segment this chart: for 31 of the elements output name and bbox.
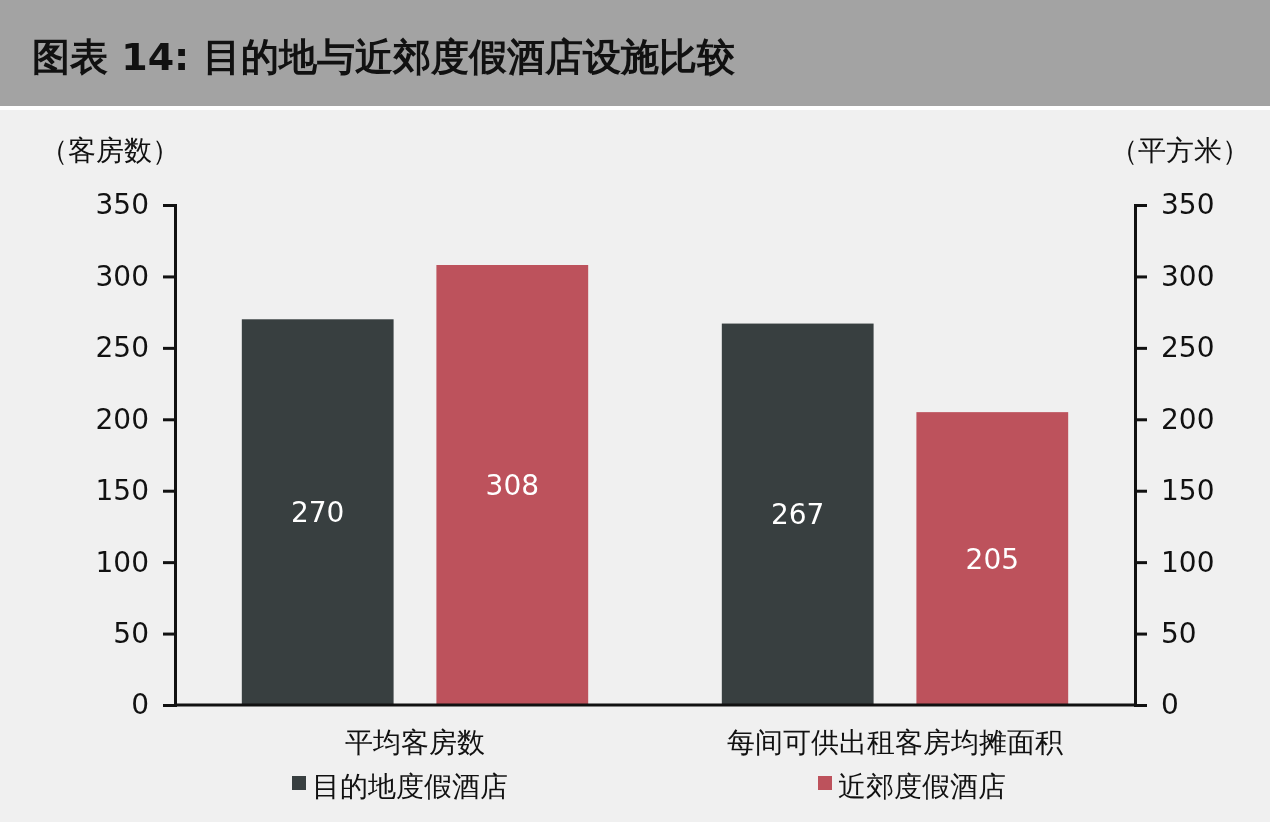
bar [916,412,1069,705]
chart-title: 图表 14: 目的地与近郊度假酒店设施比较 [32,35,736,79]
bar [436,265,589,705]
legend-label: 目的地度假酒店 [312,770,508,803]
data-label: 270 [290,496,345,530]
legend-label: 近郊度假酒店 [838,770,1006,803]
y-tick-label: 150 [95,474,149,508]
x-tick-label: 每间可供出租客房均摊面积 [727,726,1063,759]
y-tick-label: 250 [95,331,149,365]
y2-tick-label: 50 [1161,617,1197,651]
y2-tick-label: 200 [1161,402,1215,436]
data-label: 267 [770,498,825,532]
y2-axis-title: （平方米） [1110,134,1250,167]
y-tick-label: 0 [131,688,149,722]
y2-tick-label: 150 [1161,474,1215,508]
y-tick-label: 50 [113,617,149,651]
y2-tick-label: 300 [1161,259,1215,293]
y-tick-label: 300 [95,259,149,293]
bar [241,319,394,705]
bar [721,323,874,705]
y-axis-title: （客房数） [40,134,180,167]
data-label: 308 [485,469,540,502]
y2-tick-label: 100 [1161,545,1215,579]
y2-tick-label: 0 [1161,688,1179,722]
x-tick-label: 平均客房数 [345,726,485,759]
y-tick-label: 350 [95,188,149,222]
y2-tick-label: 350 [1161,188,1215,222]
data-label: 205 [965,542,1020,576]
y2-tick-label: 250 [1161,331,1215,365]
y-tick-label: 200 [95,402,149,436]
y-tick-label: 100 [95,545,149,579]
